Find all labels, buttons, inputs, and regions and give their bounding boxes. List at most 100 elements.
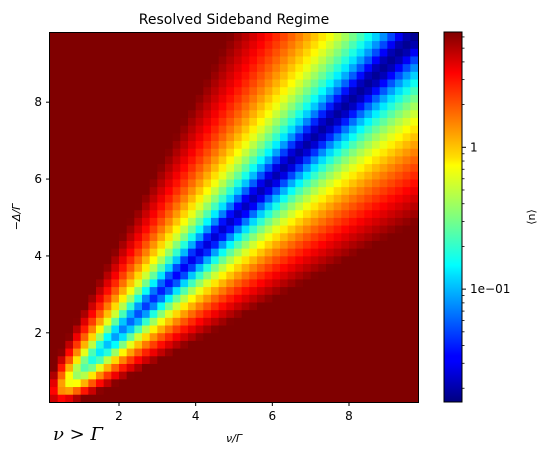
heatmap-cell — [303, 355, 312, 364]
heatmap-cell — [364, 386, 373, 395]
heatmap-cell — [379, 232, 388, 241]
heatmap-cell — [203, 63, 212, 72]
heatmap-cell — [80, 163, 89, 172]
heatmap-cell — [88, 363, 97, 372]
heatmap-cell — [195, 102, 204, 111]
heatmap-cell — [126, 348, 135, 357]
heatmap-cell — [234, 348, 243, 357]
heatmap-cell — [234, 378, 243, 388]
heatmap-cell — [149, 332, 158, 341]
heatmap-cell — [180, 279, 189, 288]
heatmap-cell — [65, 378, 74, 388]
heatmap-cell — [310, 186, 319, 195]
heatmap-cell — [234, 117, 243, 126]
heatmap-cell — [111, 309, 120, 318]
heatmap-cell — [410, 317, 419, 326]
heatmap-cell — [65, 309, 74, 318]
heatmap-cell — [395, 140, 404, 149]
heatmap-cell — [142, 194, 151, 203]
heatmap-cell — [372, 309, 381, 318]
heatmap-cell — [241, 40, 250, 49]
heatmap-cell — [287, 102, 296, 111]
heatmap-cell — [318, 179, 327, 188]
heatmap-cell — [134, 302, 143, 311]
heatmap-cell — [379, 63, 388, 72]
heatmap-cell — [333, 156, 342, 165]
heatmap-cell — [364, 309, 373, 318]
heatmap-cell — [134, 340, 143, 349]
x-tick-label: 4 — [192, 409, 200, 423]
heatmap-cell — [326, 363, 335, 372]
heatmap-cell — [218, 56, 227, 65]
heatmap-cell — [80, 279, 89, 288]
heatmap-cell — [157, 317, 166, 326]
heatmap-cell — [333, 186, 342, 195]
heatmap-cell — [88, 340, 97, 349]
heatmap-cell — [203, 109, 212, 118]
heatmap-cell — [349, 163, 358, 172]
heatmap-cell — [402, 102, 411, 111]
heatmap-cell — [249, 371, 258, 380]
heatmap-cell — [264, 363, 273, 372]
heatmap-cell — [172, 378, 181, 388]
heatmap-cell — [88, 140, 97, 149]
heatmap-cell — [73, 355, 82, 364]
heatmap-cell — [65, 355, 74, 364]
heatmap-cell — [234, 217, 243, 226]
heatmap-cell — [257, 109, 266, 118]
heatmap-cell — [50, 63, 59, 72]
heatmap-cell — [119, 309, 128, 318]
heatmap-cell — [287, 255, 296, 265]
heatmap-cell — [188, 156, 197, 165]
heatmap-cell — [157, 340, 166, 349]
heatmap-cell — [73, 371, 82, 380]
heatmap-cell — [257, 309, 266, 318]
heatmap-cell — [172, 302, 181, 311]
heatmap-cell — [80, 309, 89, 318]
heatmap-cell — [88, 386, 97, 395]
heatmap-cell — [349, 71, 358, 80]
heatmap-cell — [364, 209, 373, 218]
heatmap-cell — [364, 132, 373, 142]
heatmap-cell — [103, 163, 112, 172]
heatmap-cell — [287, 202, 296, 211]
heatmap-cell — [226, 302, 235, 311]
heatmap-cell — [103, 109, 112, 118]
heatmap-cell — [257, 156, 266, 165]
heatmap-cell — [387, 286, 396, 295]
heatmap-cell — [195, 217, 204, 226]
heatmap-cell — [80, 71, 89, 80]
heatmap-cell — [57, 394, 66, 403]
heatmap-cell — [188, 109, 197, 118]
heatmap-cell — [80, 148, 89, 157]
heatmap-cell — [326, 140, 335, 149]
heatmap-cell — [234, 394, 243, 403]
heatmap-cell — [287, 94, 296, 103]
heatmap-cell — [234, 240, 243, 249]
heatmap-cell — [272, 156, 281, 165]
heatmap-cell — [149, 225, 158, 234]
heatmap-cell — [180, 56, 189, 65]
heatmap-cell — [88, 325, 97, 334]
heatmap-cell — [180, 102, 189, 111]
heatmap-cell — [249, 202, 258, 211]
heatmap-cell — [149, 294, 158, 303]
heatmap-cell — [402, 163, 411, 172]
heatmap-cell — [356, 394, 365, 403]
heatmap-cell — [73, 217, 82, 226]
heatmap-cell — [333, 217, 342, 226]
heatmap-cell — [303, 117, 312, 126]
heatmap-cell — [249, 86, 258, 95]
heatmap-cell — [356, 40, 365, 49]
heatmap-cell — [280, 240, 289, 249]
heatmap-cell — [318, 255, 327, 265]
heatmap-cell — [241, 48, 250, 57]
heatmap-cell — [88, 209, 97, 218]
heatmap-cell — [333, 140, 342, 149]
heatmap-cell — [349, 33, 358, 42]
heatmap-cell — [57, 286, 66, 295]
heatmap-cell — [211, 340, 220, 349]
heatmap-cell — [387, 202, 396, 211]
heatmap-cell — [203, 263, 212, 272]
heatmap-cell — [57, 378, 66, 388]
